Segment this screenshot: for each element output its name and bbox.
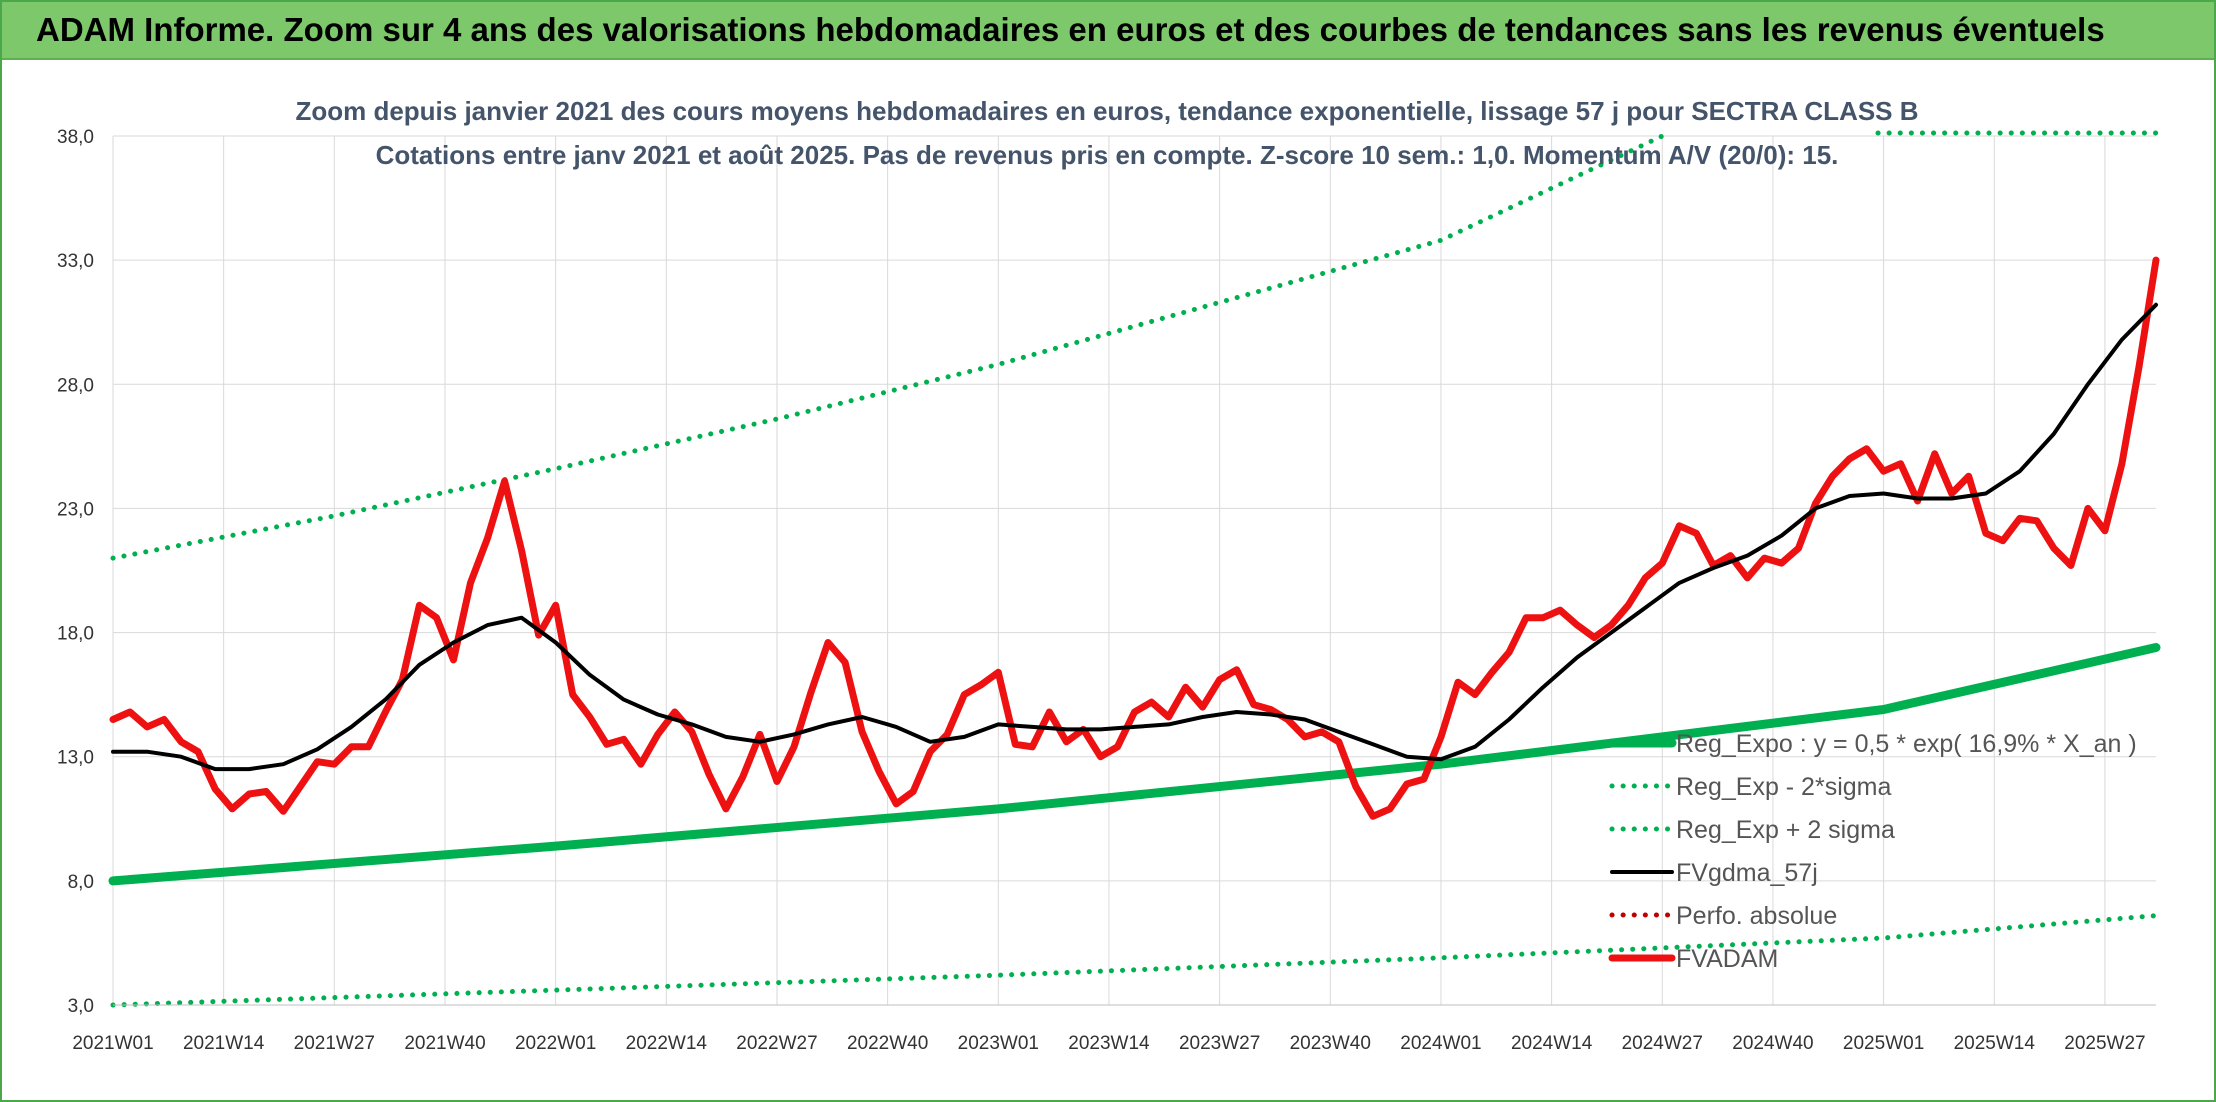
x-tick-label: 2021W27 — [294, 1033, 375, 1054]
chart-subtitle: Cotations entre janv 2021 et août 2025. … — [376, 140, 1839, 170]
series-line-5 — [109, 256, 2160, 820]
axes: 3,0 8,0 13,0 18,0 23,0 28,0 33,0 38,0 2021W01 202… — [57, 127, 2156, 1054]
legend: Reg_Expo : y = 0,5 * exp( 16,9% * X_an )… — [1607, 730, 2137, 973]
series-line-1 — [110, 913, 2159, 1008]
x-tick-label: 2025W01 — [1843, 1033, 1924, 1054]
series-layer — [108, 130, 2161, 1008]
header-bar: ADAM Informe. Zoom sur 4 ans des valoris… — [2, 2, 2214, 60]
y-tick-label: 3,0 — [68, 996, 94, 1017]
x-tick-label: 2022W01 — [515, 1033, 596, 1054]
x-tick-label: 2025W27 — [2064, 1033, 2145, 1054]
x-tick-label: 2024W40 — [1732, 1033, 1813, 1054]
y-tick-label: 33,0 — [57, 251, 94, 272]
series-line-0 — [108, 643, 2161, 886]
header-title: ADAM Informe. Zoom sur 4 ans des valoris… — [36, 11, 2105, 48]
x-tick-label: 2022W40 — [847, 1033, 928, 1054]
y-tick-label: 8,0 — [68, 872, 94, 893]
legend-label: FVgdma_57j — [1676, 859, 1818, 887]
x-tick-label: 2022W14 — [626, 1033, 708, 1054]
chart-title: Zoom depuis janvier 2021 des cours moyen… — [295, 96, 1918, 126]
y-tick-label: 23,0 — [57, 499, 94, 520]
x-tick-label: 2021W40 — [404, 1033, 485, 1054]
x-tick-label: 2023W27 — [1179, 1033, 1260, 1054]
legend-label: Reg_Expo : y = 0,5 * exp( 16,9% * X_an ) — [1676, 730, 2137, 758]
legend-label: Reg_Exp - 2*sigma — [1676, 773, 1891, 801]
series-line-3 — [111, 302, 2158, 772]
x-tick-label: 2024W14 — [1511, 1033, 1593, 1054]
x-tick-label: 2021W14 — [183, 1033, 265, 1054]
x-tick-label: 2024W01 — [1400, 1033, 1481, 1054]
x-tick-label: 2022W27 — [736, 1033, 817, 1054]
y-tick-label: 28,0 — [57, 375, 94, 396]
x-tick-label: 2023W40 — [1290, 1033, 1371, 1054]
x-tick-label: 2021W01 — [72, 1033, 153, 1054]
legend-label: Reg_Exp + 2 sigma — [1676, 816, 1895, 844]
grid — [112, 135, 2156, 1006]
y-tick-label: 18,0 — [57, 624, 94, 645]
x-tick-label: 2023W14 — [1068, 1033, 1150, 1054]
legend-label: Perfo. absolue — [1676, 902, 1837, 930]
x-tick-label: 2025W14 — [1954, 1033, 2036, 1054]
y-tick-label: 38,0 — [57, 127, 94, 148]
x-tick-label: 2024W27 — [1622, 1033, 1703, 1054]
legend-label: FVADAM — [1676, 945, 1778, 973]
x-tick-label: 2023W01 — [958, 1033, 1039, 1054]
y-tick-label: 13,0 — [57, 748, 94, 769]
